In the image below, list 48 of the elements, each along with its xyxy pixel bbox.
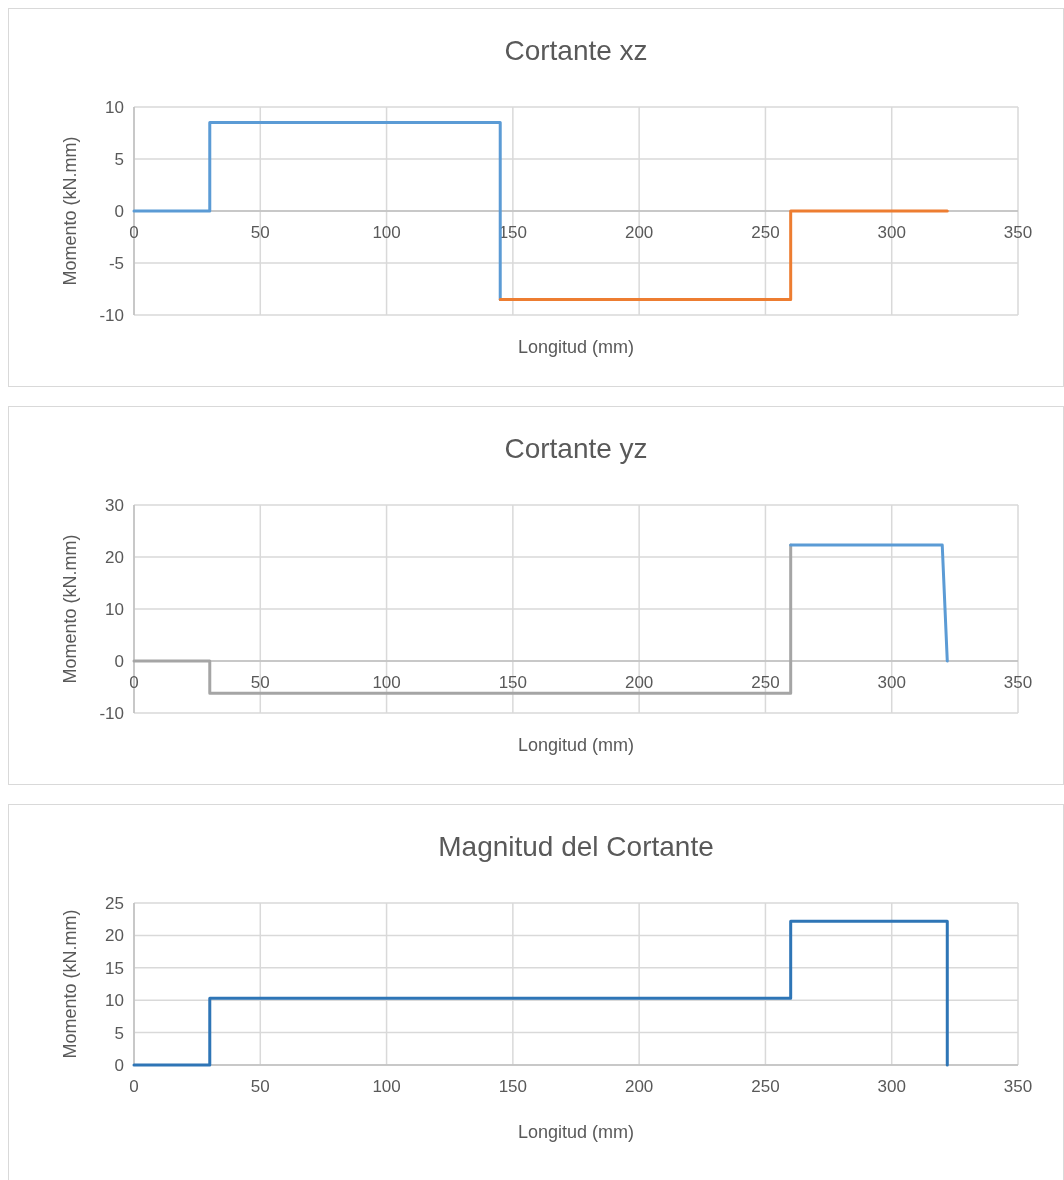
y-tick-label: 0 xyxy=(114,1055,124,1075)
chart-title: Cortante xz xyxy=(504,35,648,66)
x-tick-label: 0 xyxy=(129,673,139,692)
x-tick-label: 150 xyxy=(498,1077,528,1096)
y-axis-title: Momento (kN.mm) xyxy=(60,909,80,1059)
x-tick-label: 100 xyxy=(372,673,401,692)
y-tick-label: 15 xyxy=(105,958,124,978)
x-tick-label: 50 xyxy=(250,673,270,692)
x-tick-label: 200 xyxy=(624,223,654,242)
x-tick-label: 350 xyxy=(1003,223,1033,242)
y-tick-label: -10 xyxy=(99,305,124,325)
x-tick-label: 100 xyxy=(372,1077,401,1096)
y-tick-label: -10 xyxy=(99,703,124,723)
x-axis-title: Longitud (mm) xyxy=(517,735,635,755)
y-tick-label: 0 xyxy=(114,651,124,671)
y-tick-label: 10 xyxy=(105,599,124,619)
x-tick-label: 350 xyxy=(1003,1077,1033,1096)
x-tick-label: 250 xyxy=(751,673,780,692)
y-axis-title: Momento (kN.mm) xyxy=(60,136,80,286)
x-tick-label: 250 xyxy=(751,1077,780,1096)
x-tick-label: 0 xyxy=(129,1077,139,1096)
y-tick-label: 25 xyxy=(105,893,124,913)
chart-title: Cortante yz xyxy=(504,433,648,464)
y-tick-label: 30 xyxy=(105,495,124,515)
x-tick-label: 50 xyxy=(250,1077,270,1096)
y-tick-label: 20 xyxy=(105,926,124,946)
y-tick-label: -5 xyxy=(108,253,124,273)
x-tick-label: 0 xyxy=(129,223,139,242)
x-tick-label: 200 xyxy=(624,673,654,692)
chart-title: Magnitud del Cortante xyxy=(438,831,714,862)
x-axis-title: Longitud (mm) xyxy=(517,337,635,357)
y-tick-label: 0 xyxy=(114,201,124,221)
x-tick-label: 200 xyxy=(624,1077,654,1096)
x-tick-label: 250 xyxy=(751,223,780,242)
x-tick-label: 150 xyxy=(498,673,528,692)
y-tick-label: 20 xyxy=(105,547,124,567)
y-tick-label: 5 xyxy=(114,1023,124,1043)
x-tick-label: 300 xyxy=(877,1077,906,1096)
x-tick-label: 50 xyxy=(250,223,270,242)
x-tick-label: 350 xyxy=(1003,673,1033,692)
y-tick-label: 10 xyxy=(105,991,124,1011)
y-tick-label: 5 xyxy=(114,149,124,169)
x-tick-label: 300 xyxy=(877,223,906,242)
x-tick-label: 300 xyxy=(877,673,906,692)
x-tick-label: 100 xyxy=(372,223,401,242)
y-tick-label: 10 xyxy=(105,97,124,117)
x-axis-title: Longitud (mm) xyxy=(517,1122,635,1142)
y-axis-title: Momento (kN.mm) xyxy=(60,534,80,684)
